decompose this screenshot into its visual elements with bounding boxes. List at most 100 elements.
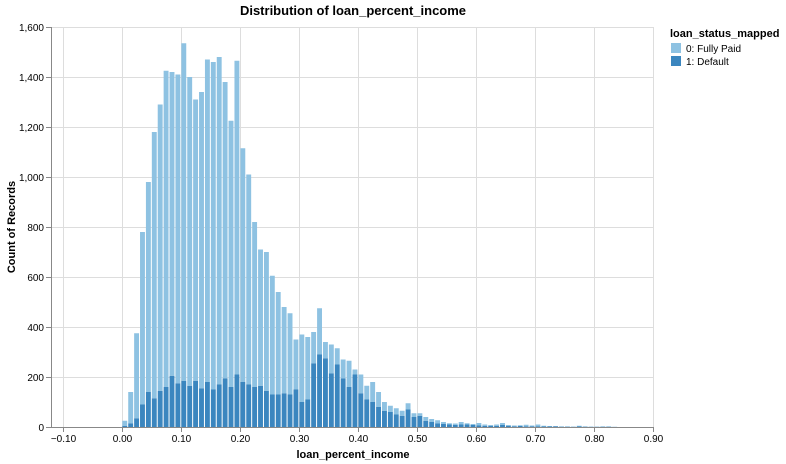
x-tick-label: 0.90 [644,434,664,445]
bar-fully-paid [452,423,458,425]
bar-fully-paid [151,132,157,399]
bar-fully-paid [405,403,411,410]
bar-default [151,398,157,427]
bar-default [287,394,293,427]
bar-fully-paid [293,339,299,390]
y-tick-label: 800 [27,223,44,234]
bar-fully-paid [210,62,216,390]
bar-fully-paid [346,360,352,387]
bar-fully-paid [505,425,511,426]
bar-default [446,424,452,427]
bar-default [322,358,328,427]
bar-default [299,402,305,427]
legend: loan_status_mapped 0: Fully Paid 1: Defa… [670,28,779,68]
bar-fully-paid [204,59,210,382]
x-tick-label: −0.10 [51,434,77,445]
bar-fully-paid [305,337,311,400]
bar-default [500,425,505,427]
chart-title: Distribution of loan_percent_income [240,3,466,18]
bar-fully-paid [541,425,547,427]
bar-default [376,407,382,427]
bar-fully-paid [535,424,541,427]
bar-fully-paid [547,426,553,427]
bar-fully-paid [511,425,517,427]
bar-fully-paid [240,148,246,382]
bar-default [352,374,358,427]
bar-default [452,425,458,427]
bar-default [140,404,145,427]
bar-default [157,390,163,427]
bar-default [311,363,317,427]
bar-default [494,425,500,427]
bar-default [482,425,488,427]
bar-default [387,412,393,427]
bar-default [128,423,134,427]
bar-default [464,424,470,427]
y-axis-title: Count of Records [6,181,18,273]
bar-default [275,394,281,427]
bar-fully-paid [576,425,582,427]
bar-default [429,422,435,427]
bar-default [258,385,263,427]
bar-default [364,399,370,427]
bar-default [340,378,346,427]
bar-fully-paid [263,252,269,391]
bar-fully-paid [458,422,464,425]
x-tick-label: 0.10 [172,434,192,445]
bar-fully-paid [157,104,163,391]
bar-fully-paid [387,405,393,412]
bar-default [547,426,553,427]
bar-default [576,426,582,427]
bar-default [334,364,340,427]
bar-fully-paid [234,60,240,375]
bar-fully-paid [299,334,305,402]
bar-default [505,426,511,427]
bar-default [541,426,547,427]
x-tick-label: 0.40 [349,434,369,445]
y-tick-label: 1,600 [19,23,44,34]
x-tick-label: 0.70 [526,434,546,445]
bar-default [305,399,311,427]
bar-default [382,410,387,427]
bar-fully-paid [275,292,281,395]
bar-default [175,383,181,427]
histogram-bars [122,43,618,427]
bar-fully-paid [523,424,529,427]
bar-default [535,426,541,427]
axes: 0 200 400 600 800 1,000 1,200 1,400 1,600 −0.10 0.… [19,23,664,445]
bar-fully-paid [175,74,181,384]
bar-fully-paid [334,348,340,365]
bar-fully-paid [352,369,358,375]
bar-default [358,393,364,427]
bar-fully-paid [559,426,564,427]
bar-default [222,378,228,427]
bar-fully-paid [582,426,588,427]
bar-fully-paid [429,419,435,422]
bar-fully-paid [216,57,222,385]
bar-default [199,388,204,427]
bar-fully-paid [382,402,387,411]
bar-fully-paid [606,426,612,427]
bar-fully-paid [358,374,364,394]
bar-fully-paid [246,174,252,385]
bar-default [317,354,322,427]
bar-fully-paid [287,313,293,395]
bar-default [328,373,334,427]
bar-fully-paid [258,249,263,386]
bar-fully-paid [376,392,382,407]
x-tick-label: 0.80 [585,434,605,445]
bar-fully-paid [122,420,128,426]
bar-default [346,387,352,427]
x-tick-label: 0.50 [408,434,428,445]
x-tick-label: 0.20 [231,434,251,445]
bar-fully-paid [281,307,287,394]
bar-default [370,402,376,427]
bar-fully-paid [163,70,169,387]
bar-default [204,382,210,427]
bar-fully-paid [464,423,470,425]
bar-default [252,387,258,427]
bar-fully-paid [370,382,376,402]
bar-fully-paid [441,422,446,424]
y-tick-label: 600 [27,273,44,284]
bar-default [399,415,405,427]
